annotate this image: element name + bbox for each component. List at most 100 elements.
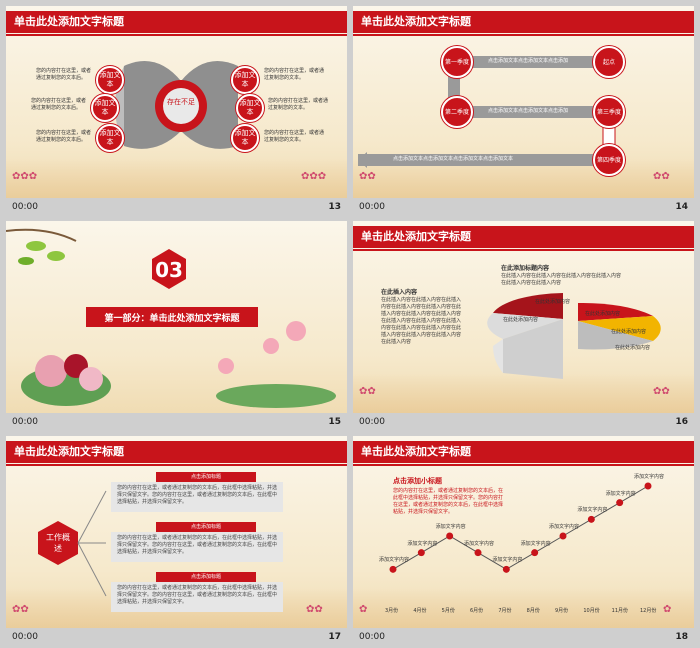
- flower-decoration: ✿✿: [359, 386, 376, 397]
- text-block: 您的内容打在这里，或者通过复制您的文本后。: [36, 68, 92, 81]
- bar-text: 点击添加文本点击添加文本点击添加文本点击添加文本: [393, 156, 514, 162]
- play-time: 00:00: [12, 202, 38, 212]
- right-heading: 在此添加标题内容: [501, 265, 550, 272]
- slide-title: 单击此处添加文字标题: [353, 226, 694, 251]
- x-tick-label: 12月份: [640, 608, 657, 614]
- slide-footer: 00:00 16: [353, 413, 694, 432]
- slide-thumbnail-14[interactable]: 单击此处添加文字标题 第一季度 起点 第二季度 第三季度 第四季度 点击添加文本…: [353, 6, 694, 217]
- text-block: 您的内容打在这里，或者通过复制您的文本。: [264, 68, 325, 81]
- flower-decoration: ✿✿✿: [301, 171, 327, 182]
- subtitle-text: 您的内容打在这里，或者通过复制您的文本后，在此框中选择粘贴，并选择只保留文字。您…: [393, 488, 504, 515]
- play-time: 00:00: [359, 417, 385, 427]
- point-label: 添加文字内容: [549, 524, 580, 530]
- slide-thumbnail-17[interactable]: 单击此处添加文字标题 工作概述 点击添加标题 您的内容打在这里，或者通过复制您的…: [6, 436, 347, 647]
- play-time: 00:00: [359, 632, 385, 642]
- slide-canvas: 单击此处添加文字标题 在此添加标题内容 在此插入内容在此插入内容在此插入内容在此…: [353, 221, 694, 413]
- add-text-circle: 添加文本: [231, 124, 259, 152]
- flower-decoration: ✿✿: [306, 604, 323, 615]
- point-label: 添加文字内容: [634, 474, 665, 480]
- slide-title: 单击此处添加文字标题: [353, 11, 694, 36]
- add-text-circle: 添加文本: [96, 124, 124, 152]
- data-point: [417, 549, 425, 557]
- slide-title: 单击此处添加文字标题: [6, 441, 347, 466]
- text-block: 您的内容打在这里，或者通过复制您的文本。: [268, 98, 329, 111]
- slide-title: 单击此处添加文字标题: [353, 441, 694, 466]
- slide-thumbnail-18[interactable]: 单击此处添加文字标题 点击添加小标题 您的内容打在这里，或者通过复制您的文本后，…: [353, 436, 694, 647]
- center-label: 存在不足: [167, 98, 195, 106]
- x-tick-label: 7月份: [498, 608, 512, 614]
- play-time: 00:00: [359, 202, 385, 212]
- hex-label: 工作概述: [46, 533, 70, 553]
- mountain-decoration: [6, 158, 347, 198]
- flow-node-q4: 第四季度: [593, 144, 625, 176]
- pie-label: 在此处添加内容: [585, 311, 621, 317]
- bar-text: 点击添加文本点击添加文本点击添加: [488, 108, 569, 114]
- data-point: [474, 549, 482, 557]
- point-label: 添加文字内容: [435, 524, 466, 530]
- data-point: [559, 532, 567, 540]
- mountain-decoration: [353, 373, 694, 413]
- slide-canvas: 单击此处添加文字标题 第一季度 起点 第二季度 第三季度 第四季度 点击添加文本…: [353, 6, 694, 198]
- slide-canvas: 单击此处添加文字标题 存在不足 添加文本 添加文本 添加文本 添加文本 添加文本…: [6, 6, 347, 198]
- data-point: [644, 482, 652, 490]
- slide-footer: 00:00 13: [6, 198, 347, 217]
- slide-canvas: 单击此处添加文字标题 点击添加小标题 您的内容打在这里，或者通过复制您的文本后，…: [353, 436, 694, 628]
- slide-canvas: 03 第一部分：单击此处添加文字标题: [6, 221, 347, 413]
- x-tick-label: 6月份: [470, 608, 484, 614]
- slide-thumbnail-13[interactable]: 单击此处添加文字标题 存在不足 添加文本 添加文本 添加文本 添加文本 添加文本…: [6, 6, 347, 217]
- add-text-circle: 添加文本: [96, 66, 124, 94]
- slide-number: 16: [675, 417, 688, 427]
- right-text: 在此插入内容在此插入内容在此插入内容在此插入内容在此插入内容在此插入内容: [501, 273, 622, 286]
- data-point: [616, 499, 624, 507]
- section-title: 第一部分：单击此处添加文字标题: [104, 314, 240, 324]
- slide-number: 18: [675, 632, 688, 642]
- section-graphics: [6, 228, 336, 408]
- point-label: 添加文字内容: [577, 507, 608, 514]
- slide-footer: 00:00 17: [6, 628, 347, 647]
- pie-label: 在此处添加内容: [535, 299, 571, 305]
- slide-number: 17: [328, 632, 341, 642]
- title-bar: 点击添加标题: [156, 572, 256, 583]
- left-text: 在此插入内容在此插入内容在此插入内容在此插入内容在此插入内容在此插入内容在此插入…: [381, 297, 462, 345]
- flower-decoration: ✿✿: [653, 171, 670, 182]
- text-block: 您的内容打在这里，或者通过复制您的文本。: [264, 130, 325, 143]
- point-label: 添加文字内容: [464, 540, 495, 547]
- x-tick-label: 3月份: [385, 608, 399, 614]
- line-chart: [389, 482, 652, 573]
- flower-decoration: ✿✿✿: [12, 171, 38, 182]
- data-point: [587, 515, 595, 523]
- data-point: [531, 549, 539, 557]
- subtitle: 点击添加小标题: [393, 477, 442, 485]
- flow-node-q1: 第一季度: [441, 46, 473, 78]
- series-line: [392, 485, 649, 570]
- play-time: 00:00: [12, 417, 38, 427]
- point-label: 添加文字内容: [492, 557, 523, 564]
- x-tick-label: 10月份: [583, 608, 600, 614]
- flower-decoration: ✿✿: [12, 604, 29, 615]
- flower-decoration: ✿: [359, 604, 368, 615]
- play-time: 00:00: [12, 632, 38, 642]
- flow-node-q2: 第二季度: [441, 96, 473, 128]
- text-box: 您的内容打在这里，或者通过复制您的文本后，在此框中选择粘贴，并选择只保留文字。您…: [111, 582, 283, 612]
- slide-number: 14: [675, 202, 688, 212]
- data-point: [446, 532, 454, 540]
- slide-thumbnail-16[interactable]: 单击此处添加文字标题 在此添加标题内容 在此插入内容在此插入内容在此插入内容在此…: [353, 221, 694, 432]
- slide-thumbnail-15[interactable]: 03 第一部分：单击此处添加文字标题 00:00 15: [6, 221, 347, 432]
- text-block: 您的内容打在这里，或者通过复制您的文本后。: [36, 130, 92, 143]
- title-bar: 点击添加标题: [156, 522, 256, 533]
- add-text-circle: 添加文本: [231, 66, 259, 94]
- bar-text: 点击添加文本点击添加文本点击添加: [488, 58, 569, 64]
- slide-title: 单击此处添加文字标题: [6, 11, 347, 36]
- title-bar: 点击添加标题: [156, 472, 256, 483]
- slide-number: 15: [328, 417, 341, 427]
- text-box: 您的内容打在这里，或者通过复制您的文本后，在此框中选择粘贴，并选择只保留文字。您…: [111, 482, 283, 512]
- data-point: [502, 565, 510, 573]
- pie-label: 在此处添加内容: [503, 317, 539, 323]
- x-tick-label: 9月份: [555, 608, 569, 614]
- mountain-decoration: [353, 588, 694, 628]
- slide-canvas: 单击此处添加文字标题 工作概述 点击添加标题 您的内容打在这里，或者通过复制您的…: [6, 436, 347, 628]
- slide-number: 13: [328, 202, 341, 212]
- slide-footer: 00:00 18: [353, 628, 694, 647]
- text-block: 您的内容打在这里，或者通过复制您的文本后。: [31, 98, 87, 111]
- slide-footer: 00:00 15: [6, 413, 347, 432]
